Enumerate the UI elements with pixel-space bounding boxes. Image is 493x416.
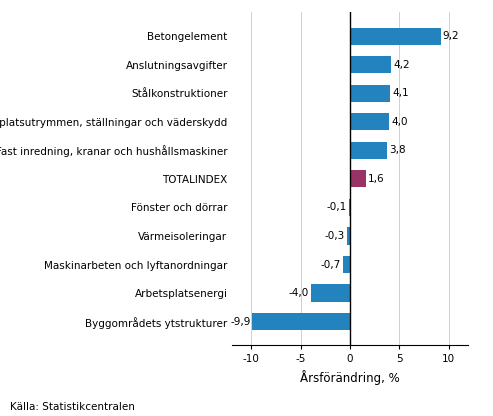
Text: -0,1: -0,1 (327, 203, 347, 213)
Bar (252, 313, 350, 330)
Text: -4,0: -4,0 (288, 288, 309, 298)
Bar (350, 85, 390, 102)
Text: 1,6: 1,6 (368, 174, 385, 184)
Text: 3,8: 3,8 (389, 145, 406, 155)
Bar (343, 256, 350, 273)
Bar (350, 142, 387, 159)
Text: 4,0: 4,0 (391, 117, 408, 127)
Bar (350, 113, 389, 130)
Bar (350, 56, 391, 73)
Bar (311, 285, 350, 302)
Text: -0,3: -0,3 (325, 231, 345, 241)
Bar (347, 228, 350, 245)
Text: -0,7: -0,7 (321, 260, 341, 270)
Bar (349, 199, 350, 216)
Text: 9,2: 9,2 (443, 31, 459, 41)
X-axis label: Årsförändring, %: Årsförändring, % (300, 370, 400, 385)
Text: Källa: Statistikcentralen: Källa: Statistikcentralen (10, 402, 135, 412)
Text: 4,1: 4,1 (392, 88, 409, 98)
Bar (350, 27, 441, 45)
Text: 4,2: 4,2 (393, 60, 410, 70)
Bar (350, 170, 366, 188)
Text: -9,9: -9,9 (230, 317, 250, 327)
